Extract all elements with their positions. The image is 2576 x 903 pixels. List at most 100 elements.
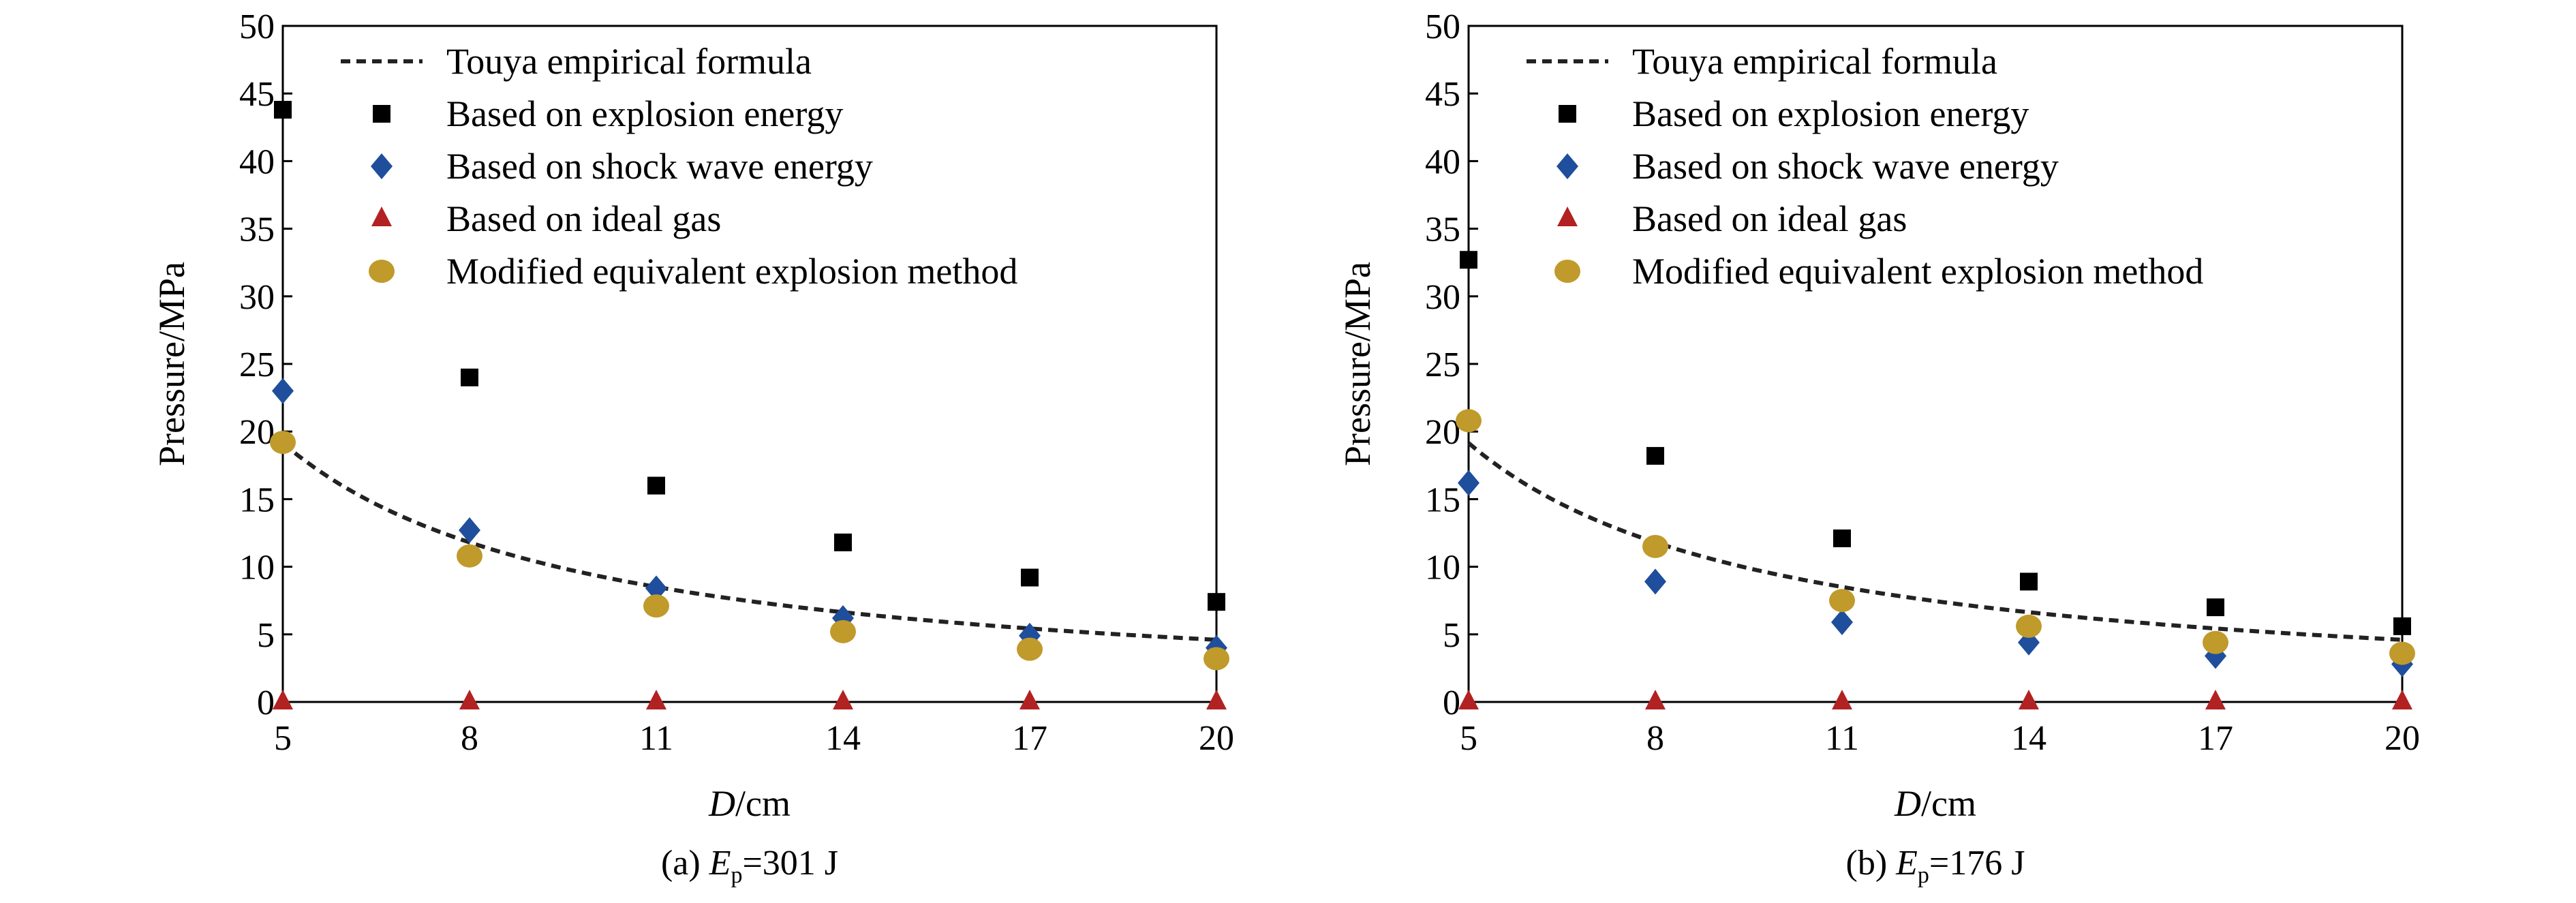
data-point-square — [834, 533, 852, 551]
caption-var: E — [1895, 844, 1918, 883]
y-ticks — [1469, 25, 1478, 703]
y-tick-label: 5 — [257, 616, 275, 655]
curve-layer — [281, 441, 1217, 642]
x-ticks — [1467, 692, 2404, 702]
data-point-triangle — [2205, 690, 2226, 709]
series-curve-touya — [1467, 441, 2403, 642]
legend: Touya empirical formula Based on explosio… — [341, 41, 1017, 292]
legend-swatch — [1557, 153, 1578, 179]
caption-var: E — [709, 844, 731, 883]
y-tick-label: 15 — [1425, 480, 1460, 519]
x-ticks — [281, 692, 1218, 702]
x-axis-label-var: D — [708, 783, 735, 824]
legend: Touya empirical formula Based on explosio… — [1527, 41, 2203, 292]
legend-label: Based on shock wave energy — [1632, 146, 2059, 187]
data-point-circle — [270, 431, 296, 455]
x-tick-labels: 5 8 11 14 17 20 — [274, 719, 1234, 758]
data-point-circle — [1642, 534, 1668, 558]
y-ticks — [283, 25, 292, 703]
data-point-circle — [830, 619, 856, 643]
data-point-triangle — [2392, 690, 2412, 709]
data-point-triangle — [1206, 690, 1227, 709]
x-tick-label: 11 — [639, 719, 673, 758]
data-point-triangle — [833, 690, 853, 709]
legend-label: Modified equivalent explosion method — [1632, 251, 2203, 292]
caption-prefix: (b) — [1846, 844, 1897, 883]
data-point-triangle — [1832, 690, 1852, 709]
curve-layer — [1467, 441, 2403, 642]
x-tick-label: 14 — [825, 719, 861, 758]
x-tick-label: 20 — [1199, 719, 1234, 758]
data-point-circle — [2016, 614, 2042, 638]
x-tick-label: 5 — [1460, 719, 1477, 758]
y-tick-label: 40 — [1425, 142, 1460, 181]
caption-value: =301 J — [742, 844, 838, 883]
legend-label: Based on ideal gas — [446, 198, 721, 239]
legend-swatch — [1554, 260, 1580, 283]
data-point-diamond — [459, 517, 480, 544]
data-point-triangle — [2019, 690, 2039, 709]
x-axis-label-unit: /cm — [1921, 783, 1976, 824]
y-tick-label: 25 — [1425, 346, 1460, 384]
series-curve-touya — [281, 441, 1217, 642]
data-point-square — [647, 476, 665, 495]
data-point-diamond — [1831, 609, 1853, 635]
caption-sub: p — [1918, 863, 1929, 888]
data-point-square — [1460, 251, 1477, 269]
y-tick-label: 50 — [239, 7, 275, 46]
y-tick-label: 20 — [239, 413, 275, 452]
x-tick-label: 20 — [2385, 719, 2420, 758]
x-axis-label: D/cm — [1894, 783, 1976, 824]
y-tick-label: 45 — [1425, 75, 1460, 114]
x-tick-label: 8 — [461, 719, 478, 758]
y-tick-label: 35 — [239, 211, 275, 249]
data-point-triangle — [1019, 690, 1040, 709]
y-tick-label: 10 — [239, 549, 275, 587]
data-point-triangle — [646, 690, 666, 709]
data-point-circle — [1017, 637, 1043, 661]
data-point-square — [1021, 568, 1039, 587]
y-tick-label: 50 — [1425, 7, 1460, 46]
legend-swatch — [371, 206, 392, 226]
marker-layer — [1456, 251, 2415, 709]
data-point-diamond — [1458, 470, 1479, 496]
y-tick-label: 35 — [1425, 211, 1460, 249]
y-tick-label: 5 — [1443, 616, 1460, 655]
x-axis-label: D/cm — [708, 783, 791, 824]
x-tick-label: 17 — [1012, 719, 1047, 758]
caption-prefix: (a) — [661, 844, 709, 883]
data-point-square — [274, 101, 292, 119]
y-tick-label: 25 — [239, 346, 275, 384]
legend-label: Touya empirical formula — [446, 41, 812, 82]
y-tick-label: 0 — [1443, 684, 1460, 722]
caption-sub: p — [731, 863, 742, 888]
y-tick-label: 40 — [239, 142, 275, 181]
data-point-diamond — [645, 575, 667, 602]
legend-swatch — [373, 105, 390, 123]
data-point-circle — [2203, 630, 2228, 654]
legend-label: Touya empirical formula — [1632, 41, 1997, 82]
data-point-circle — [2389, 641, 2415, 665]
data-point-square — [461, 368, 478, 386]
data-point-circle — [1829, 589, 1855, 613]
legend-swatch — [1557, 206, 1578, 226]
data-point-square — [2020, 572, 2038, 591]
panel-caption: (b) Ep=176 J — [1846, 844, 2025, 888]
x-tick-label: 17 — [2198, 719, 2233, 758]
legend-label: Based on explosion energy — [1632, 93, 2029, 134]
y-axis-label: Pressure/MPa — [151, 262, 192, 466]
x-tick-label: 14 — [2011, 719, 2046, 758]
x-tick-labels: 5 8 11 14 17 20 — [1460, 719, 2420, 758]
data-point-square — [1833, 529, 1851, 547]
data-point-diamond — [1644, 568, 1666, 595]
y-tick-labels: 0 5 10 15 20 25 30 35 40 45 50 — [239, 7, 275, 722]
data-point-circle — [1456, 409, 1482, 433]
data-point-square — [1646, 446, 1664, 465]
y-tick-labels: 0 5 10 15 20 25 30 35 40 45 50 — [1425, 7, 1460, 722]
y-axis-label: Pressure/MPa — [1337, 262, 1378, 466]
panel-caption: (a) Ep=301 J — [661, 844, 838, 888]
legend-label: Based on shock wave energy — [446, 146, 873, 187]
